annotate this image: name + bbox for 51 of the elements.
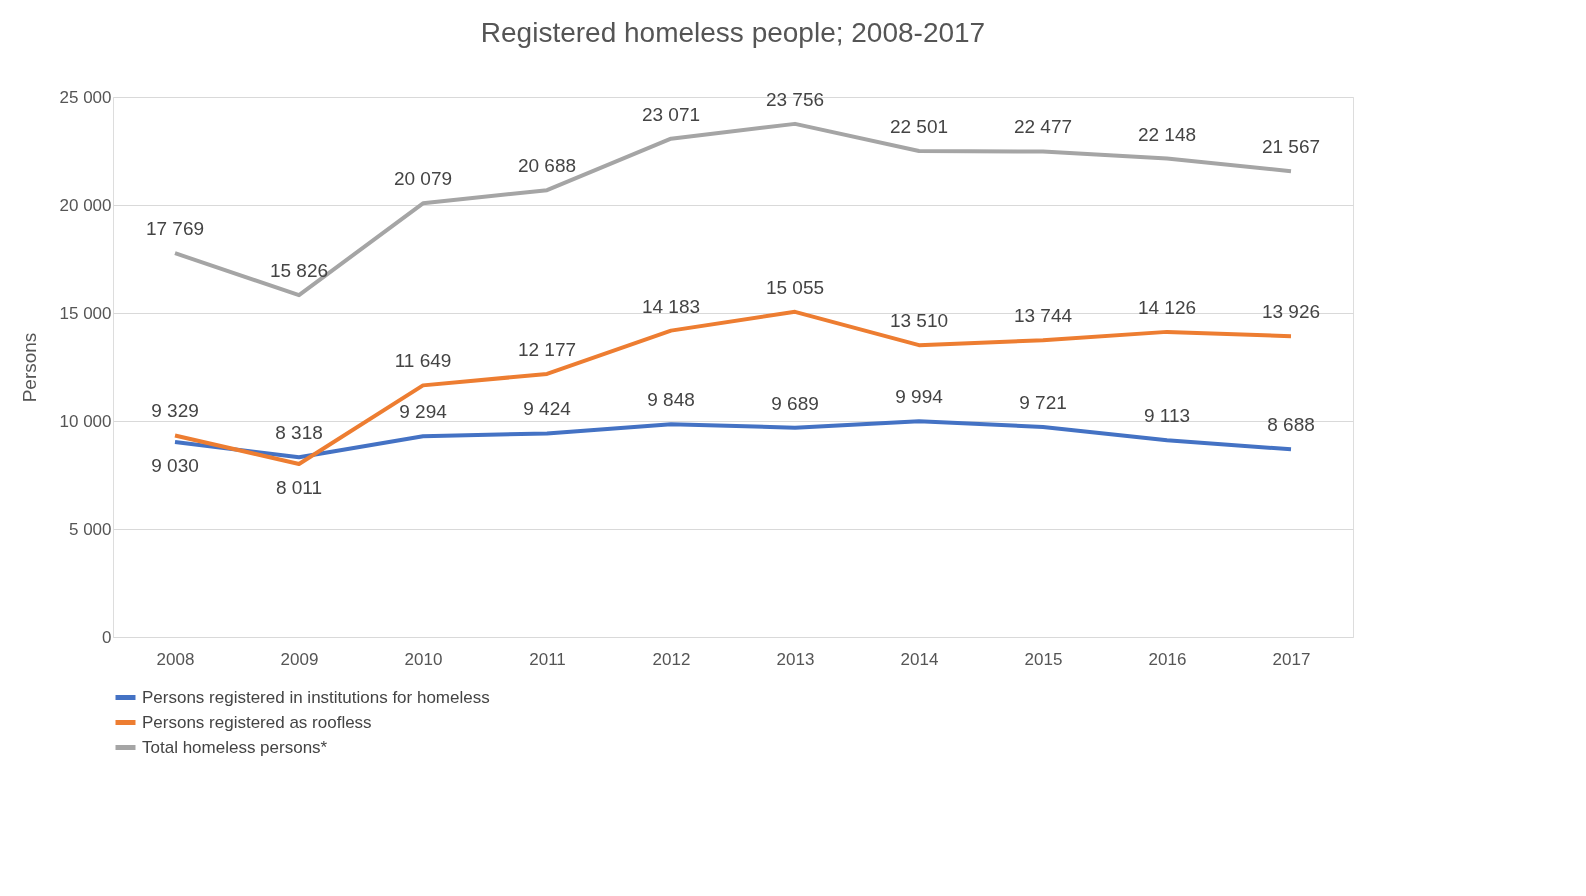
data-label: 22 477 xyxy=(1013,116,1073,138)
data-label: 23 756 xyxy=(765,88,825,110)
y-tick-label: 20 000 xyxy=(59,195,112,215)
x-tick-label: 2013 xyxy=(776,649,815,669)
x-tick-label: 2011 xyxy=(529,649,566,669)
y-axis-title: Persons xyxy=(18,332,40,403)
data-label: 9 721 xyxy=(1019,392,1067,414)
x-tick-label: 2014 xyxy=(900,649,939,669)
data-label: 23 071 xyxy=(641,103,701,125)
y-tick-label: 25 000 xyxy=(59,87,112,107)
x-tick-label: 2016 xyxy=(1148,649,1187,669)
legend-label: Persons registered in institutions for homeless xyxy=(142,687,490,707)
data-label: 8 318 xyxy=(275,422,323,444)
data-label: 15 826 xyxy=(269,260,329,282)
x-tick-label: 2017 xyxy=(1272,649,1311,669)
data-label: 9 994 xyxy=(895,386,944,408)
data-label: 22 501 xyxy=(889,115,949,137)
legend-label: Persons registered as roofless xyxy=(142,712,372,732)
y-tick-label: 5 000 xyxy=(68,519,112,539)
data-label: 15 055 xyxy=(765,276,825,298)
legend-label: Total homeless persons* xyxy=(142,737,328,757)
x-tick-label: 2009 xyxy=(280,649,319,669)
data-label: 9 030 xyxy=(151,454,199,476)
data-label: 9 329 xyxy=(151,400,199,422)
data-label: 20 688 xyxy=(517,155,577,177)
x-tick-label: 2008 xyxy=(156,649,195,669)
y-tick-label: 15 000 xyxy=(59,303,112,323)
chart-title: Registered homeless people; 2008-2017 xyxy=(480,17,986,48)
data-label: 12 177 xyxy=(517,338,577,360)
data-label: 13 510 xyxy=(889,310,949,332)
data-label: 8 688 xyxy=(1267,414,1315,436)
data-label: 9 848 xyxy=(647,389,695,411)
data-label: 17 769 xyxy=(145,218,205,240)
data-label: 20 079 xyxy=(393,168,453,190)
x-tick-label: 2012 xyxy=(652,649,691,669)
data-label: 13 744 xyxy=(1013,305,1073,327)
data-label: 21 567 xyxy=(1261,136,1321,158)
data-label: 8 011 xyxy=(275,476,323,498)
data-label: 9 294 xyxy=(399,401,448,423)
data-label: 14 183 xyxy=(641,295,701,317)
y-tick-label: 10 000 xyxy=(59,411,112,431)
data-label: 9 113 xyxy=(1143,405,1191,427)
data-label: 11 649 xyxy=(394,350,452,372)
data-label: 9 689 xyxy=(771,392,819,414)
data-label: 13 926 xyxy=(1261,301,1321,323)
data-label: 22 148 xyxy=(1137,123,1197,145)
x-tick-label: 2015 xyxy=(1024,649,1063,669)
y-tick-label: 0 xyxy=(102,627,112,647)
data-label: 9 424 xyxy=(523,398,572,420)
data-label: 14 126 xyxy=(1137,296,1197,318)
x-tick-label: 2010 xyxy=(404,649,443,669)
